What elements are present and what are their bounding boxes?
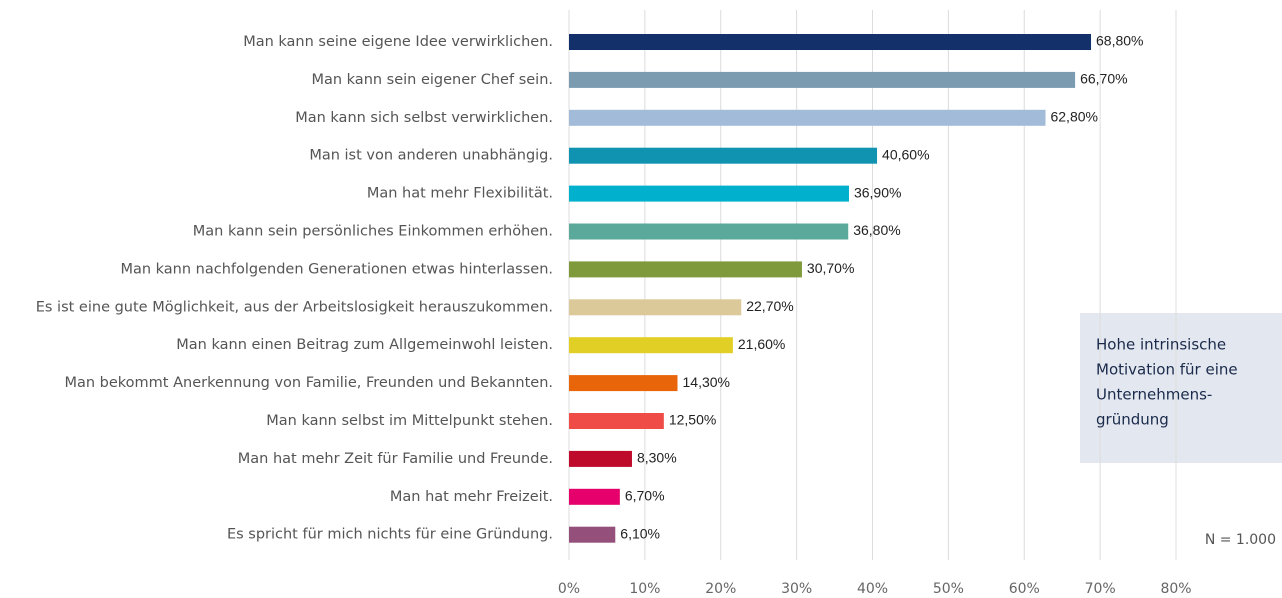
category-label: Man hat mehr Flexibilität.	[367, 186, 553, 202]
bar	[569, 109, 1046, 126]
x-tick-label: 0%	[558, 581, 580, 597]
category-label: Man kann sein eigener Chef sein.	[311, 72, 553, 88]
value-label: 6,10%	[620, 525, 660, 541]
x-tick-label: 20%	[705, 581, 736, 597]
bar	[569, 147, 878, 164]
note: N = 1.000	[1205, 532, 1276, 548]
value-label: 36,80%	[853, 222, 900, 238]
value-label: 8,30%	[637, 450, 677, 466]
value-label: 40,60%	[882, 146, 929, 162]
category-label: Man bekommt Anerkennung von Familie, Fre…	[64, 375, 553, 391]
value-label: 12,50%	[669, 412, 716, 428]
value-label: 36,90%	[854, 184, 901, 200]
value-label: 30,70%	[807, 260, 854, 276]
annotation-box	[1080, 313, 1282, 463]
bar	[569, 223, 849, 240]
x-tick-label: 10%	[629, 581, 660, 597]
value-label: 21,60%	[738, 336, 785, 352]
bar	[569, 71, 1076, 88]
bar	[569, 337, 733, 354]
bar	[569, 526, 616, 543]
bar	[569, 261, 802, 278]
category-label: Es spricht für mich nichts für eine Grün…	[227, 527, 553, 543]
value-label: 14,30%	[683, 374, 730, 390]
bar	[569, 34, 1092, 50]
annotation-line: Motivation für eine	[1096, 361, 1238, 379]
x-tick-label: 70%	[1085, 581, 1116, 597]
category-label: Man ist von anderen unabhängig.	[309, 148, 553, 164]
category-label: Es ist eine gute Möglichkeit, aus der Ar…	[36, 299, 553, 315]
annotation-line: Unternehmens-	[1096, 386, 1212, 404]
x-tick-label: 30%	[781, 581, 812, 597]
category-label: Man kann nachfolgenden Generationen etwa…	[120, 261, 553, 277]
value-label: 6,70%	[625, 488, 665, 504]
category-label: Man hat mehr Zeit für Familie und Freund…	[238, 451, 553, 467]
x-tick-label: 60%	[1009, 581, 1040, 597]
bar	[569, 488, 620, 505]
value-label: 68,80%	[1096, 33, 1143, 49]
annotation-line: Hohe intrinsische	[1096, 336, 1226, 354]
x-tick-label: 80%	[1160, 581, 1191, 597]
bar	[569, 299, 742, 316]
category-label: Man kann sich selbst verwirklichen.	[295, 110, 553, 126]
x-tick-label: 50%	[933, 581, 964, 597]
category-label: Man kann seine eigene Idee verwirklichen…	[243, 34, 553, 50]
value-label: 22,70%	[746, 298, 793, 314]
category-label: Man kann sein persönliches Einkommen erh…	[193, 224, 553, 240]
category-label: Man hat mehr Freizeit.	[390, 489, 553, 505]
value-label: 66,70%	[1080, 71, 1127, 87]
bar	[569, 375, 678, 392]
category-label: Man kann selbst im Mittelpunkt stehen.	[266, 413, 553, 429]
bar	[569, 450, 632, 467]
value-label: 62,80%	[1050, 109, 1097, 125]
category-label: Man kann einen Beitrag zum Allgemeinwohl…	[176, 337, 553, 353]
annotation-line: gründung	[1096, 411, 1169, 429]
bar	[569, 185, 849, 202]
bar	[569, 413, 664, 429]
x-tick-label: 40%	[857, 581, 888, 597]
